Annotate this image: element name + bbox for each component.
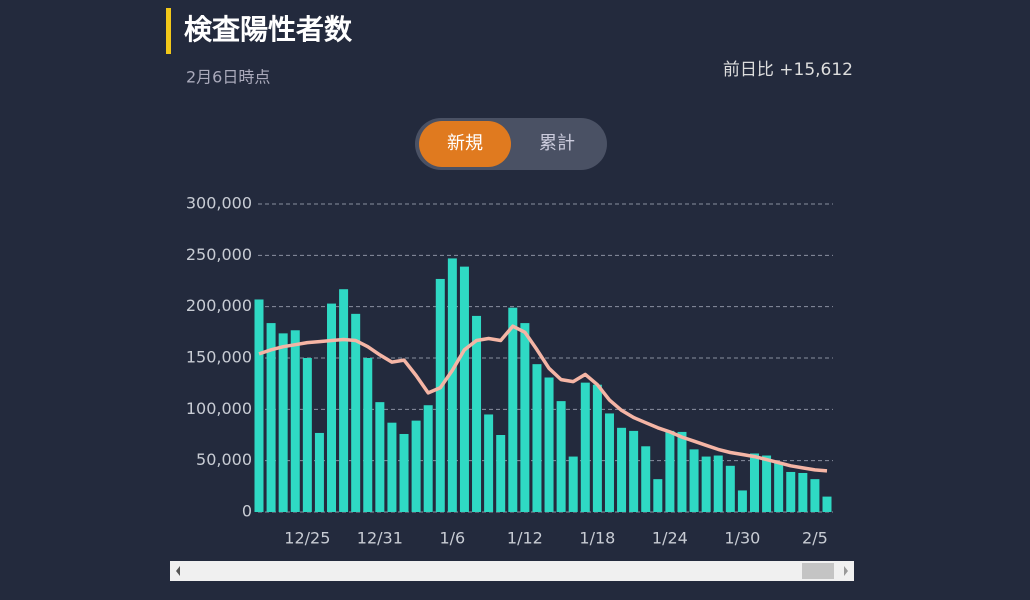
bar [447,258,457,512]
scrollbar[interactable] [170,561,854,581]
bar [254,299,264,512]
line [258,324,828,473]
y-tick-label: 100,000 [186,399,252,418]
x-tick-label: 12/31 [357,529,403,548]
bar [580,382,590,512]
title-accent [166,8,171,54]
bar [411,420,421,512]
bar [701,456,711,512]
bar [399,433,409,512]
bar [351,313,361,512]
bar [520,323,530,512]
bar [314,432,324,512]
bar [774,462,784,512]
bar [629,430,639,512]
bar [568,456,578,512]
bar [641,446,651,512]
bar [737,490,747,512]
y-tick-label: 200,000 [186,296,252,315]
x-tick-label: 12/25 [284,529,330,548]
tab-active[interactable] [419,121,511,167]
bar [762,455,772,512]
x-tick-label: 1/30 [724,529,760,548]
y-tick-label: 300,000 [186,194,252,213]
bar [749,453,759,512]
x-tick-label: 1/18 [579,529,615,548]
bar [363,358,373,512]
bar [508,307,518,512]
tab[interactable]: 累計 [539,133,575,154]
scroll-right[interactable] [844,566,848,576]
bar [484,414,494,512]
bar [677,431,687,512]
tab[interactable]: 新規 [447,133,483,154]
bar [459,266,469,512]
bar [544,377,554,512]
bar [653,479,663,512]
bar [822,496,832,512]
bar [387,422,397,512]
x-tick-label: 1/24 [652,529,688,548]
bar [665,430,675,512]
bar [713,455,723,512]
y-tick-label: 50,000 [196,450,252,469]
change: 前日比 +15,612 [723,60,853,80]
y-tick-label: 150,000 [186,348,252,367]
bar [592,384,602,512]
bar [435,278,445,512]
bar [725,465,735,512]
bar [810,479,820,512]
bar [423,405,433,512]
x-tick-label: 2/5 [802,529,828,548]
bar [532,364,542,512]
subtitle: 2月6日時点 [186,68,270,87]
bar [604,413,614,512]
bar [375,402,385,512]
x-tick-label: 1/12 [507,529,543,548]
bar [689,449,699,512]
title: 検査陽性者数 [184,13,353,46]
bar [302,358,312,512]
bar [339,289,349,512]
bar [617,427,627,512]
scroll-thumb[interactable] [802,563,834,579]
bar [786,471,796,512]
bar [798,472,808,512]
y-tick-label: 0 [242,502,252,521]
scroll-left[interactable] [176,566,180,576]
bar [327,303,337,512]
bar [496,435,506,512]
bar [266,323,276,512]
x-tick-label: 1/6 [439,529,465,548]
bar [290,330,300,512]
bar [472,315,482,512]
y-tick-label: 250,000 [186,245,252,264]
bar [278,333,288,512]
bar [556,401,566,512]
